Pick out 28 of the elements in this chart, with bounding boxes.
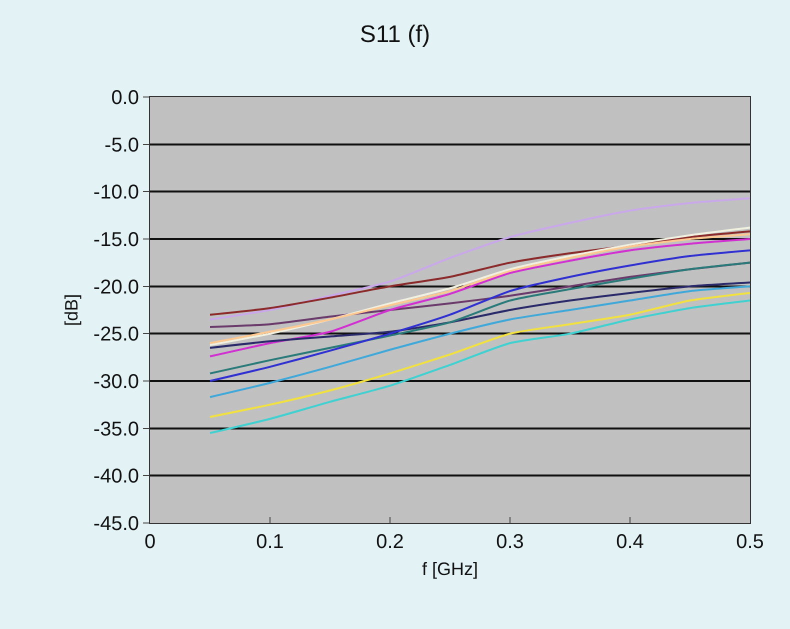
line-series <box>209 197 750 320</box>
line-series <box>209 249 750 382</box>
x-tick-label: 0.1 <box>256 531 284 553</box>
y-tick-label: -30.0 <box>93 371 139 393</box>
y-tick-label: -25.0 <box>93 324 139 346</box>
x-tick-label: 0 <box>144 531 156 553</box>
line-series <box>209 300 750 434</box>
y-tick-label: -35.0 <box>93 418 139 440</box>
line-series <box>209 285 750 398</box>
y-tick-label: -20.0 <box>93 276 139 298</box>
y-tick-label: -5.0 <box>104 134 139 156</box>
line-series <box>209 262 750 374</box>
line-series <box>209 292 750 418</box>
x-tick-label: 0.2 <box>376 531 404 553</box>
y-tick-label: -45.0 <box>93 513 139 535</box>
chart-title: S11 (f) <box>360 20 430 48</box>
y-axis-title: [dB] <box>62 294 82 326</box>
y-tick-label: -40.0 <box>93 466 139 488</box>
line-series <box>209 282 750 349</box>
x-axis-title: f [GHz] <box>422 559 478 580</box>
x-tick-label: 0.4 <box>616 531 644 553</box>
x-tick-label: 0.5 <box>736 531 764 553</box>
x-tick-label: 0.3 <box>496 531 524 553</box>
y-tick-label: -15.0 <box>93 229 139 251</box>
y-tick-label: -10.0 <box>93 182 139 204</box>
y-tick-label: 0.0 <box>111 87 139 109</box>
line-series <box>209 262 750 328</box>
line-series <box>209 230 750 316</box>
